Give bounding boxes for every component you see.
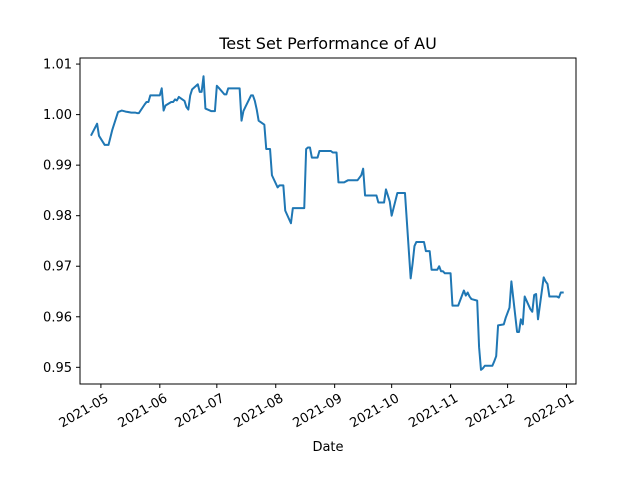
series-line-au <box>90 75 564 371</box>
y-tick-label: 0.98 <box>43 209 72 224</box>
y-axis: 0.95 0.96 0.97 0.98 0.99 1.00 1.01 <box>43 58 80 376</box>
y-tick-label: 0.97 <box>43 260 72 275</box>
series-group <box>90 75 564 371</box>
y-tick-label: 1.01 <box>43 58 72 73</box>
plot-area-frame <box>79 57 577 385</box>
y-tick-label: 0.96 <box>43 310 72 325</box>
axes <box>79 57 577 385</box>
y-tick-label: 0.99 <box>43 159 72 174</box>
x-axis-label: Date <box>312 440 343 455</box>
y-tick-label: 0.95 <box>43 361 72 376</box>
chart-title: Test Set Performance of AU <box>218 34 437 53</box>
y-tick-label: 1.00 <box>43 108 72 123</box>
